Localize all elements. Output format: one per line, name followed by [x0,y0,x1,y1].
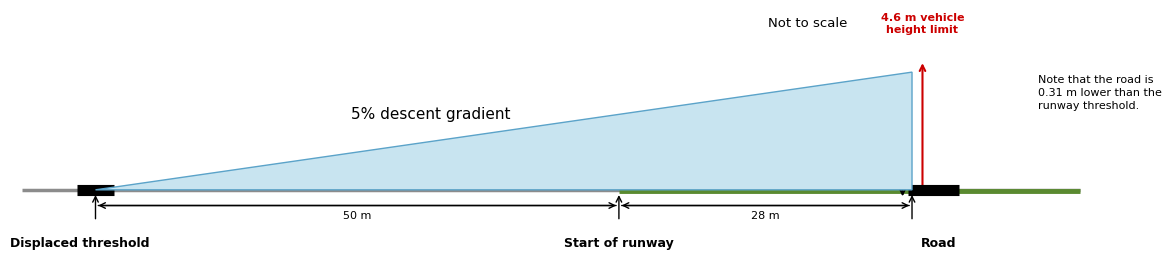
Polygon shape [95,72,912,190]
Text: Note that the road is
0.31 m lower than the
runway threshold.: Note that the road is 0.31 m lower than … [1038,75,1162,111]
Text: 4.21 m: 4.21 m [892,119,901,153]
Text: Road: Road [920,237,956,250]
Text: Not to scale: Not to scale [767,17,847,30]
Text: 3.9 m: 3.9 m [878,117,887,145]
Text: 50 m: 50 m [343,211,371,221]
Text: Displaced threshold: Displaced threshold [11,237,149,250]
Text: 5% descent gradient: 5% descent gradient [350,107,510,122]
Text: 4.6 m vehicle
height limit: 4.6 m vehicle height limit [881,13,965,35]
Text: Start of runway: Start of runway [564,237,673,250]
Text: 28 m: 28 m [751,211,780,221]
